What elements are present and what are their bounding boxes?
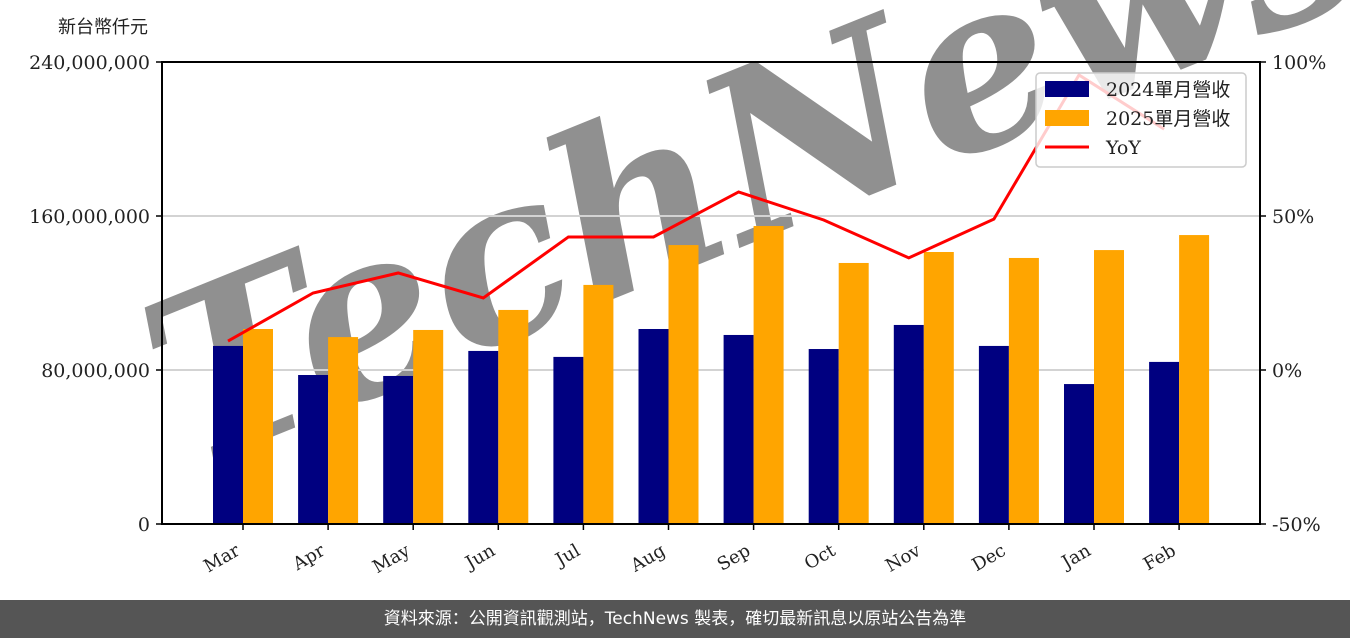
bar-2024-jun xyxy=(468,350,499,524)
legend-label: YoY xyxy=(1105,137,1141,159)
bar-2025-sep xyxy=(753,226,784,524)
legend-label: 2024單月營收 xyxy=(1106,79,1230,101)
bar-2024-mar xyxy=(213,345,243,524)
x-tick-label-jun: Jun xyxy=(460,540,499,575)
y-tick-label: 80,000,000 xyxy=(41,360,150,382)
bar-2025-may xyxy=(413,329,444,524)
bar-2024-dec xyxy=(978,345,1009,524)
bar-2024-feb xyxy=(1149,361,1180,524)
bar-2025-aug xyxy=(668,245,699,524)
y2-tick-label: 100% xyxy=(1272,52,1326,74)
plot-frame xyxy=(161,61,1261,525)
legend-label: 2025單月營收 xyxy=(1106,108,1230,130)
x-tick-label-jul: Jul xyxy=(550,540,584,572)
x-tick-label-jan: Jan xyxy=(1057,540,1095,574)
y2-tick-label: 50% xyxy=(1272,206,1314,228)
x-tick-label-aug: Aug xyxy=(626,540,669,577)
bar-2025-jun xyxy=(498,309,529,524)
x-tick-label-sep: Sep xyxy=(714,540,754,575)
chart-canvas: TechNews 080,000,000160,000,000240,000,0… xyxy=(29,0,1350,578)
bar-series xyxy=(213,226,1210,524)
bar-2024-jul xyxy=(553,356,584,524)
bar-2025-dec xyxy=(1008,257,1039,524)
source-footer: 資料來源：公開資訊觀測站，TechNews 製表，確切最新訊息以原站公告為準 xyxy=(0,600,1350,638)
y-axis-label: 新台幣仟元 xyxy=(58,17,148,38)
y2-tick-label: 0% xyxy=(1272,360,1302,382)
y-tick-label: 160,000,000 xyxy=(29,206,150,228)
x-tick-label-oct: Oct xyxy=(801,540,840,575)
y-tick-label: 240,000,000 xyxy=(29,52,150,74)
legend: 2024單月營收 2025單月營收 YoY xyxy=(1035,72,1247,168)
bar-2024-aug xyxy=(638,328,669,524)
x-tick-label-dec: Dec xyxy=(968,540,1009,576)
bar-2024-apr xyxy=(298,375,329,524)
bar-2024-nov xyxy=(893,324,924,524)
x-tick-label-mar: Mar xyxy=(200,540,244,577)
bar-2025-jan xyxy=(1094,250,1124,524)
legend-swatch-2024 xyxy=(1045,81,1089,97)
bar-2025-oct xyxy=(838,262,869,524)
legend-swatch-2025 xyxy=(1045,110,1089,126)
y-tick-label: 0 xyxy=(138,514,150,536)
x-tick-label-nov: Nov xyxy=(882,540,925,577)
bar-2025-mar xyxy=(243,328,273,524)
bar-2025-jul xyxy=(583,284,614,524)
bar-2024-sep xyxy=(723,334,754,524)
bar-2025-feb xyxy=(1179,235,1210,524)
y2-tick-label: -50% xyxy=(1272,514,1321,536)
bar-2025-nov xyxy=(923,251,954,524)
x-tick-label-may: May xyxy=(369,540,414,578)
bar-2025-apr xyxy=(328,337,359,524)
bar-2024-may xyxy=(383,375,414,524)
x-tick-label-apr: Apr xyxy=(289,540,329,575)
bar-2024-oct xyxy=(808,349,839,524)
bar-2024-jan xyxy=(1064,384,1094,524)
revenue-chart: TechNews 0 80,000,000 160,000,000 240,000,0… xyxy=(29,0,1350,578)
yoy-line xyxy=(227,72,1165,343)
yoy-polyline xyxy=(227,72,1165,343)
x-tick-label-feb: Feb xyxy=(1140,540,1180,575)
